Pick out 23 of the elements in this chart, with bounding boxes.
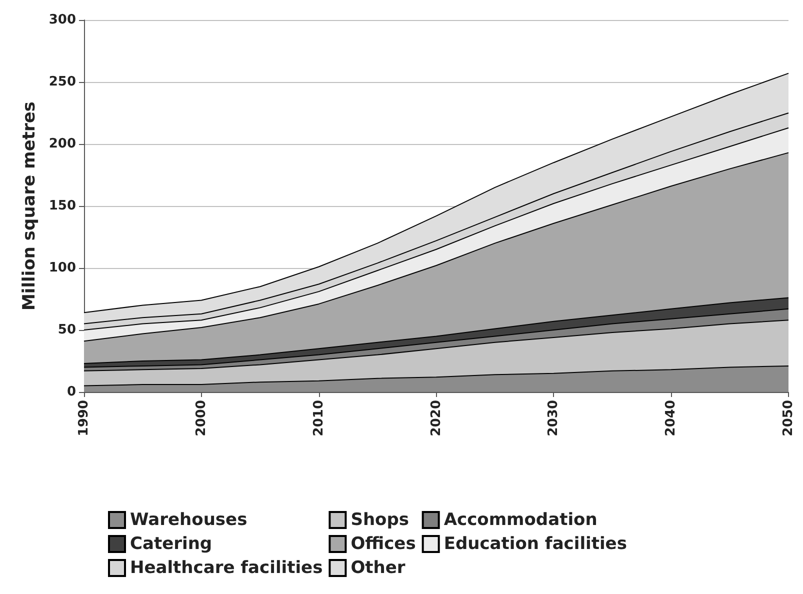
y-axis-title: Million square metres [19, 101, 40, 311]
x-tick-label: 2050 [781, 400, 796, 436]
legend-label: Warehouses [130, 510, 248, 530]
y-tick-label: 150 [48, 198, 76, 214]
y-tick-label: 100 [48, 260, 76, 276]
legend-label: Accommodation [444, 510, 598, 530]
y-tick-label: 250 [48, 74, 76, 90]
legend-label: Healthcare facilities [130, 558, 323, 578]
x-tick-label: 2010 [311, 400, 326, 436]
y-tick-label: 300 [48, 12, 76, 28]
legend-label: Other [350, 558, 406, 578]
legend-label: Catering [130, 534, 212, 554]
x-tick-label: 2020 [428, 400, 444, 436]
y-tick-label: 50 [58, 322, 76, 338]
y-tick-label: 0 [66, 384, 76, 400]
x-tick-label: 2000 [194, 400, 209, 436]
x-tick-label: 1990 [76, 400, 92, 436]
y-tick-label: 200 [48, 136, 76, 152]
legend-label: Offices [350, 534, 416, 554]
x-tick-label: 2030 [546, 400, 562, 436]
legend-label: Shops [350, 510, 410, 530]
legend-label: Education facilities [444, 534, 627, 554]
x-tick-label: 2040 [664, 400, 679, 436]
